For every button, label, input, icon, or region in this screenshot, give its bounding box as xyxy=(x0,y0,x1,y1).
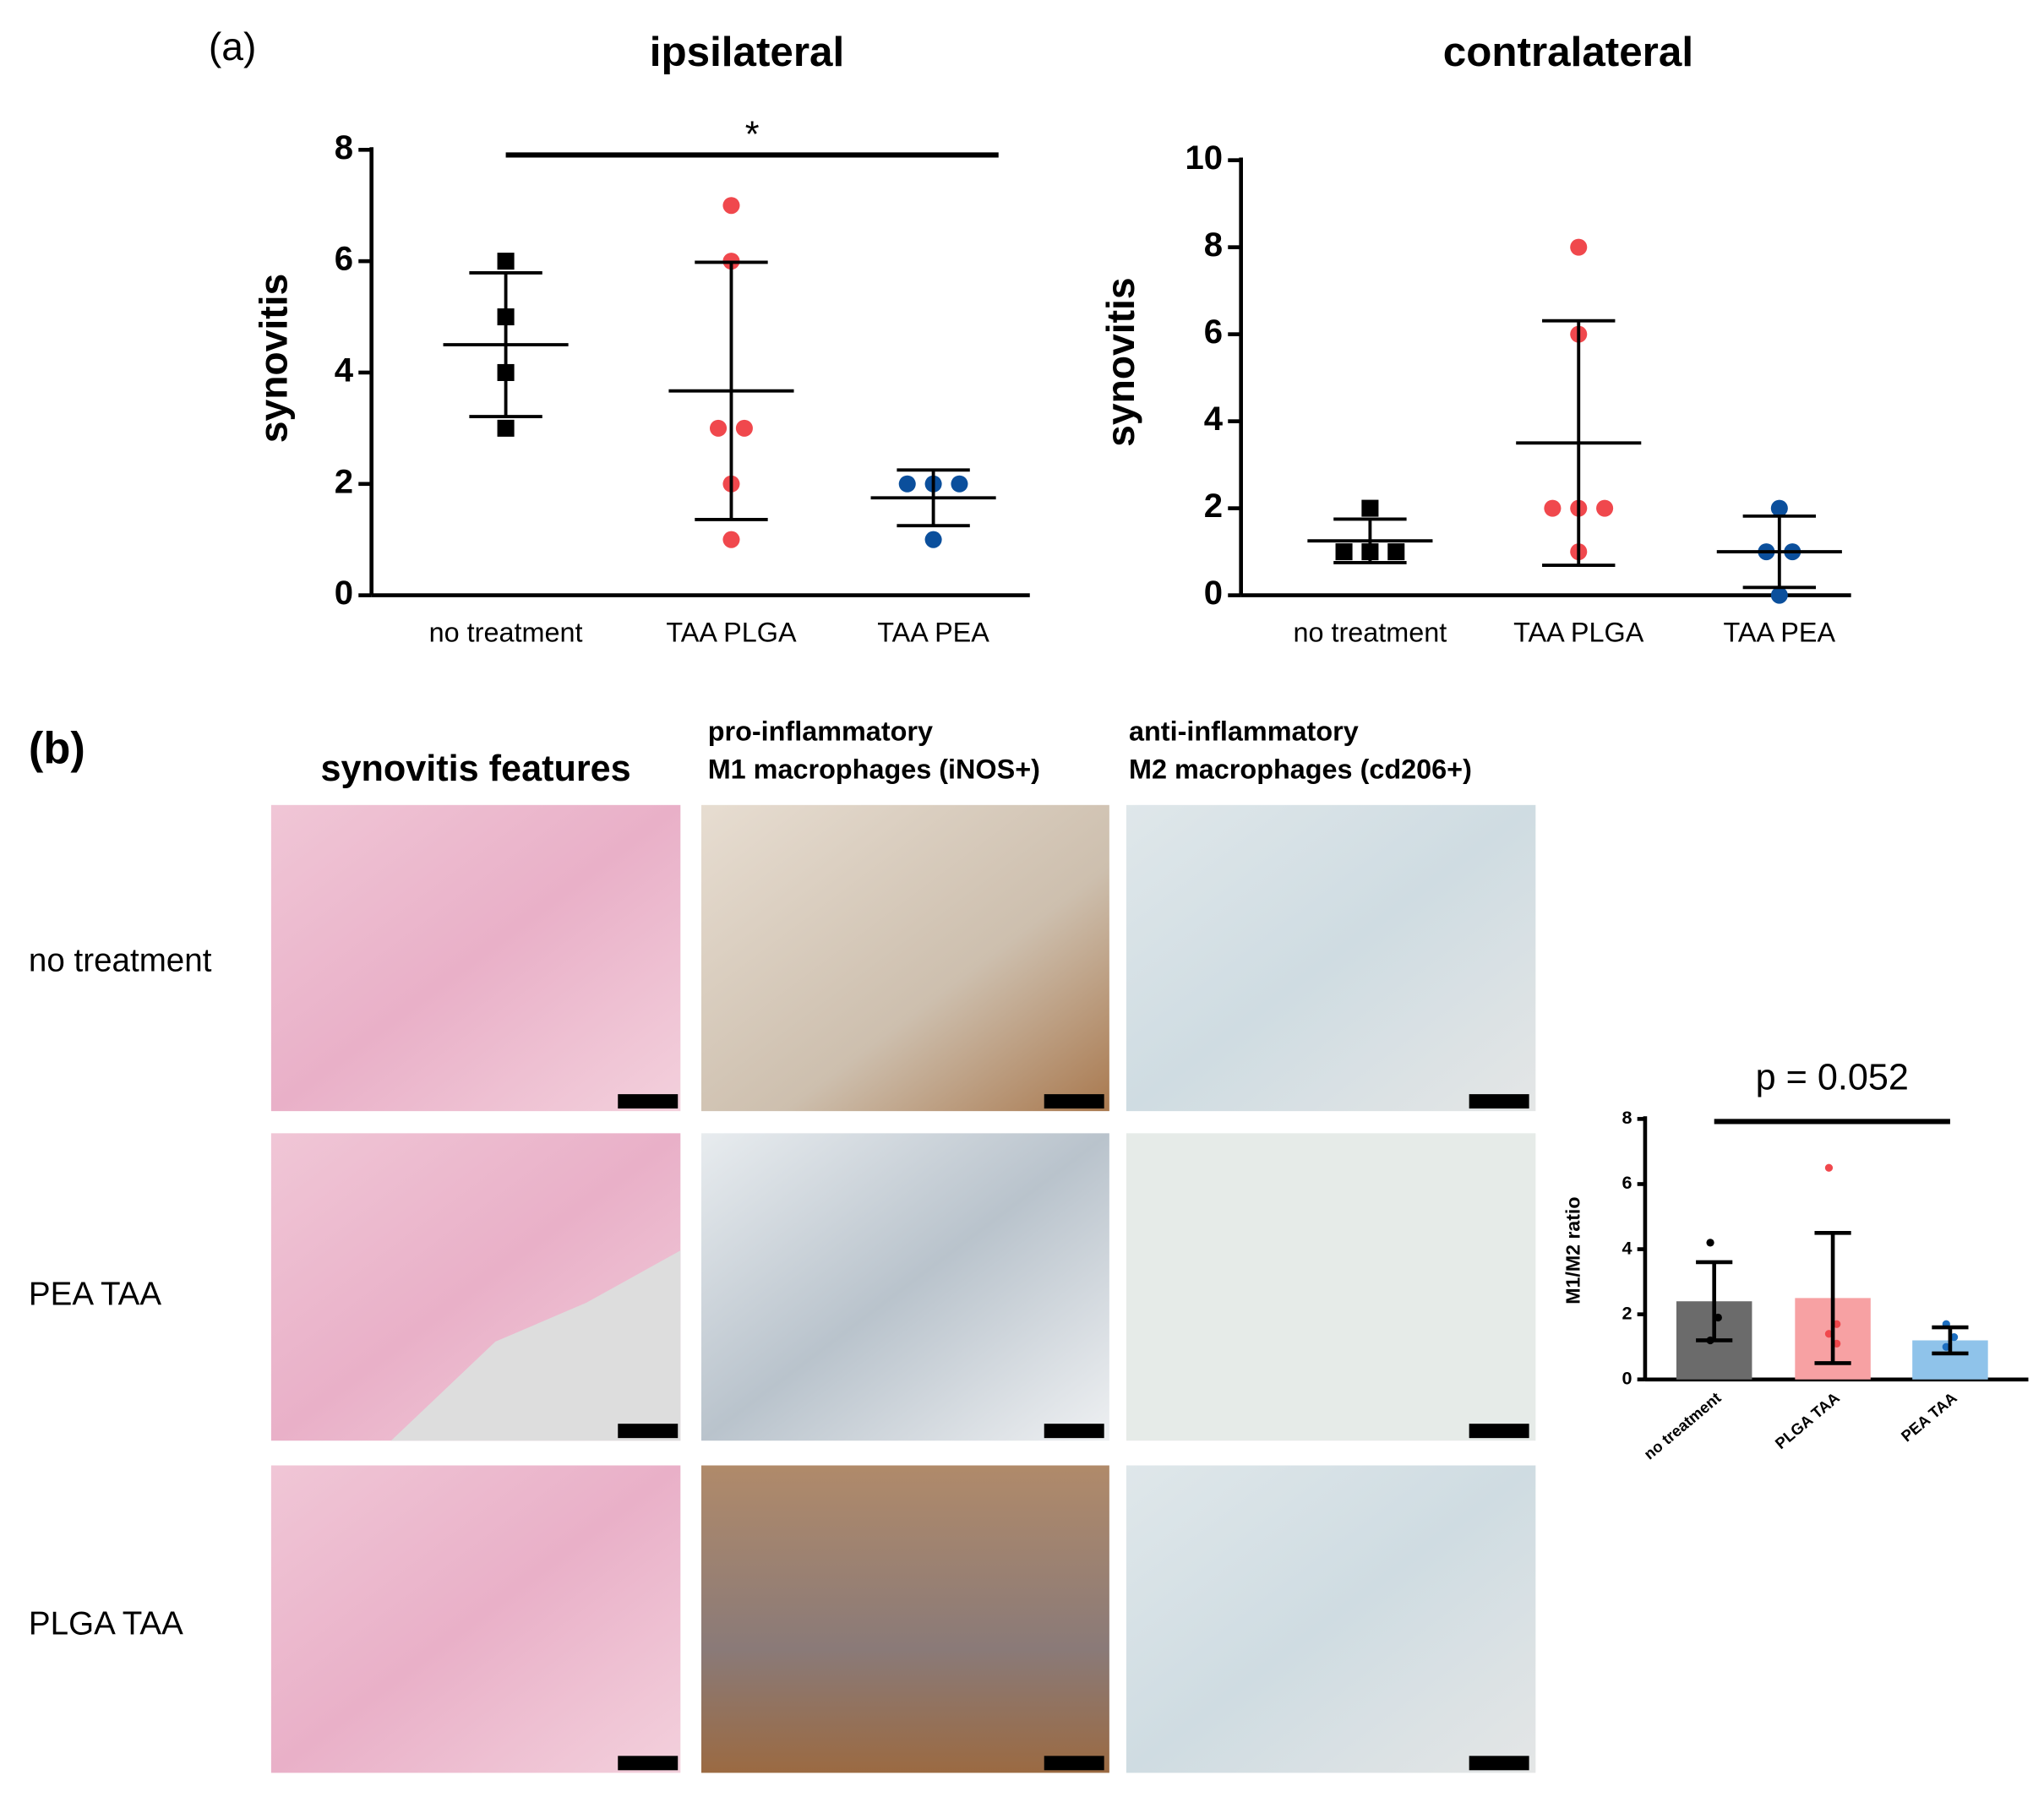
y-tick-label: 0 xyxy=(1622,1367,1632,1388)
data-point xyxy=(497,253,515,270)
data-point xyxy=(1361,499,1379,517)
x-tick-label: TAA PEA xyxy=(877,617,989,647)
data-point xyxy=(1335,543,1353,561)
data-point xyxy=(1387,543,1405,561)
significance-label: * xyxy=(745,114,760,155)
y-tick-label: 0 xyxy=(1204,575,1223,612)
row-label: no treatment xyxy=(29,943,212,979)
y-tick-label: 6 xyxy=(1622,1172,1632,1193)
histology-images xyxy=(270,804,1536,1773)
scale-bar xyxy=(1469,1094,1529,1109)
column-header: anti-inflammatory xyxy=(1129,716,1359,747)
x-tick-label: PEA TAA xyxy=(1898,1389,1960,1446)
y-tick-label: 6 xyxy=(1204,313,1223,351)
x-tick-label: TAA PEA xyxy=(1724,617,1836,647)
x-tick-label: PLGA TAA xyxy=(1772,1389,1843,1453)
x-tick-label: no treatment xyxy=(1293,617,1447,647)
scale-bar xyxy=(1469,1756,1529,1771)
column-header: M2 macrophages (cd206+) xyxy=(1129,754,1472,784)
data-point xyxy=(735,419,753,437)
image-m2-pea xyxy=(1126,1133,1536,1441)
data-point xyxy=(722,531,740,548)
data-point xyxy=(1770,586,1788,604)
chart-title: contralateral xyxy=(1443,29,1693,75)
y-tick-label: 2 xyxy=(1622,1302,1632,1323)
data-point xyxy=(951,475,968,493)
scale-bar xyxy=(1044,1756,1104,1771)
x-tick-label: no treatment xyxy=(1640,1389,1724,1463)
y-tick-label: 8 xyxy=(1622,1107,1632,1128)
scale-bar xyxy=(1469,1424,1529,1439)
data-point xyxy=(1824,1163,1834,1172)
data-point xyxy=(1949,1333,1959,1342)
image-he-no-treatment xyxy=(270,804,681,1112)
image-m1-no-treatment xyxy=(700,804,1109,1112)
column-header: synovitis features xyxy=(320,749,630,789)
significance-label: p = 0.052 xyxy=(1756,1058,1909,1098)
data-point xyxy=(1706,1239,1714,1247)
row-label: PLGA TAA xyxy=(29,1605,183,1642)
scale-bar xyxy=(1044,1424,1104,1439)
y-tick-label: 8 xyxy=(335,129,353,166)
x-tick-label: no treatment xyxy=(429,617,583,647)
image-m2-plga xyxy=(1126,1465,1536,1773)
scale-bar xyxy=(618,1756,679,1771)
y-tick-label: 10 xyxy=(1185,139,1223,177)
data-point xyxy=(710,419,728,437)
image-m1-plga xyxy=(700,1465,1109,1773)
data-point xyxy=(1833,1320,1841,1328)
data-point xyxy=(1833,1339,1841,1348)
image-m2-no-treatment xyxy=(1126,804,1536,1112)
y-axis-label: synovitis xyxy=(251,274,295,443)
y-axis-label: M1/M2 ratio xyxy=(1562,1197,1584,1304)
y-axis-label: synovitis xyxy=(1098,277,1142,446)
panel-label: (b) xyxy=(29,724,85,773)
scale-bar xyxy=(1044,1094,1104,1109)
y-tick-label: 6 xyxy=(335,241,353,278)
x-tick-label: TAA PLGA xyxy=(666,617,797,647)
data-point xyxy=(497,419,515,437)
scale-bar xyxy=(618,1424,679,1439)
chart-title: ipsilateral xyxy=(650,29,844,75)
y-tick-label: 4 xyxy=(335,352,354,389)
panel-label: (a) xyxy=(209,25,257,68)
column-header: pro-inflammatory xyxy=(708,716,933,747)
y-tick-label: 2 xyxy=(335,463,353,500)
image-background xyxy=(390,1250,681,1441)
y-tick-label: 2 xyxy=(1204,487,1223,525)
data-point xyxy=(1570,238,1588,256)
image-m1-pea xyxy=(700,1133,1109,1441)
column-header: M1 macrophages (iNOS+) xyxy=(708,754,1040,784)
data-point xyxy=(1770,499,1788,517)
data-point xyxy=(722,197,740,215)
y-tick-label: 8 xyxy=(1204,226,1223,264)
row-label: PEA TAA xyxy=(29,1276,161,1312)
data-point xyxy=(924,531,942,548)
y-tick-label: 4 xyxy=(1622,1237,1632,1258)
data-point xyxy=(898,475,916,493)
y-tick-label: 4 xyxy=(1204,400,1224,438)
scale-bars xyxy=(618,1094,1529,1771)
image-he-plga xyxy=(270,1465,681,1773)
data-point xyxy=(1544,499,1562,517)
y-tick-label: 0 xyxy=(335,575,353,612)
x-tick-label: TAA PLGA xyxy=(1513,617,1644,647)
data-point xyxy=(1596,499,1614,517)
scale-bar xyxy=(618,1094,679,1109)
